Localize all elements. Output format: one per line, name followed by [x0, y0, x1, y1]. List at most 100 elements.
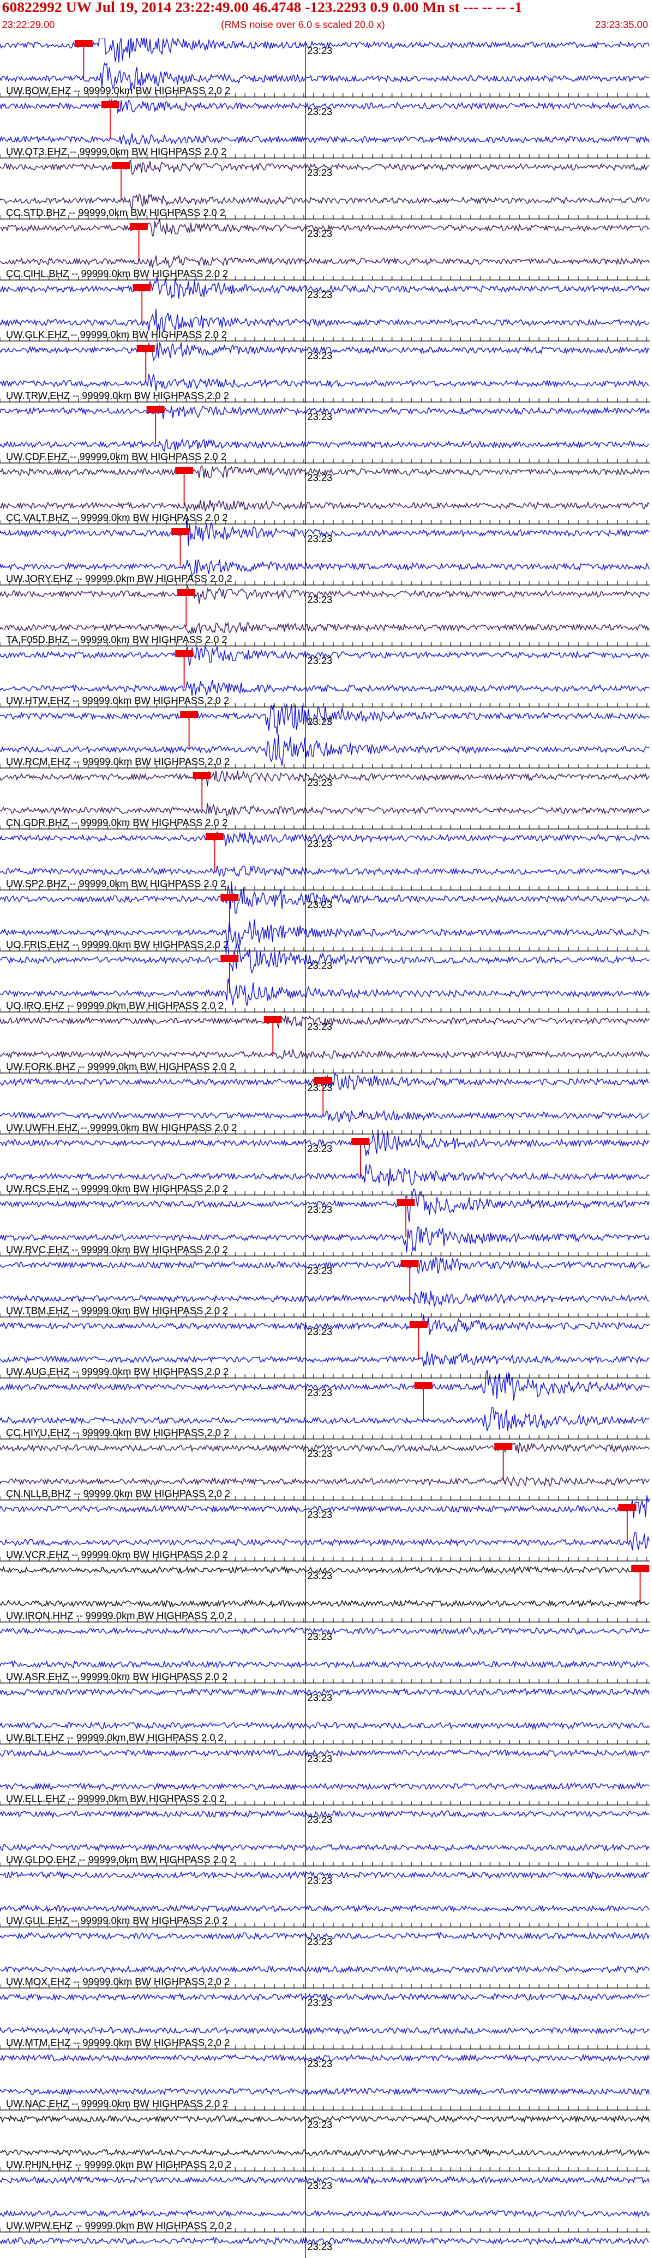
second-ticks — [0, 2228, 648, 2232]
pick-marker — [205, 833, 224, 840]
trace-upper-10 — [0, 645, 650, 666]
pick-marker — [618, 1504, 637, 1511]
second-ticks — [0, 703, 648, 707]
minute-tick-label: 23:23 — [307, 2181, 332, 2192]
minute-tick-label: 23:23 — [307, 473, 332, 484]
pick-marker — [177, 589, 196, 596]
station-label: UO.IRO.EHZ -- 99999.0km BW HIGHPASS 2.0 … — [6, 1001, 224, 1012]
minute-tick-label: 23:23 — [307, 595, 332, 606]
minute-tick-label: 23:23 — [307, 1144, 332, 1155]
station-label: UW.NAC.EHZ -- 99999.0km BW HIGHPASS 2.0 … — [6, 2099, 229, 2110]
trace-lower-25 — [0, 1599, 650, 1609]
station-label: UW.AUG.EHZ -- 99999.0km BW HIGHPASS 2.0 … — [6, 1367, 229, 1378]
pick-marker — [132, 284, 151, 291]
trace-lower-13 — [0, 865, 650, 878]
trace-lower-15 — [0, 978, 650, 1006]
trace-lower-5 — [0, 373, 650, 391]
second-ticks — [0, 337, 648, 341]
trace-upper-29 — [0, 1809, 650, 1819]
minute-tick-label: 23:23 — [307, 229, 332, 240]
minute-tick-label: 23:23 — [307, 1754, 332, 1765]
second-ticks — [0, 459, 648, 463]
trace-lower-28 — [0, 1782, 650, 1791]
trace-lower-16 — [0, 1049, 650, 1060]
station-label: CC.STD.BHZ -- 99999.0km BW HIGHPASS 2.0 … — [6, 208, 226, 219]
pick-marker — [409, 1321, 428, 1328]
trace-lower-9 — [0, 621, 650, 635]
trace-upper-24 — [0, 1495, 650, 1519]
end-time-label: 23:23:35.00 — [595, 20, 648, 31]
pick-marker — [314, 1077, 333, 1084]
station-label: UW.ELL.EHZ -- 99999.0km BW HIGHPASS 2.0 … — [6, 1794, 225, 1805]
pick-marker — [414, 1382, 433, 1389]
minute-tick-label: 23:23 — [307, 1510, 332, 1521]
second-ticks — [0, 1862, 648, 1866]
station-label: UW.BLT.EHZ -- 99999.0km BW HIGHPASS 2.0 … — [6, 1733, 224, 1744]
trace-upper-18 — [0, 1129, 650, 1156]
station-label: UW.OT3.EHZ -- 99999.0km BW HIGHPASS 2.0 … — [6, 147, 227, 158]
station-label: UO.FRIS.EHZ -- 99999.0km BW HIGHPASS 2.0… — [6, 940, 229, 951]
station-label: UW.IRON.HHZ -- 99999.0km BW HIGHPASS 2.0… — [6, 1611, 233, 1622]
pick-marker — [396, 1199, 415, 1206]
second-ticks — [0, 1069, 648, 1073]
trace-upper-20 — [0, 1256, 650, 1274]
trace-lower-10 — [0, 680, 650, 697]
trace-upper-15 — [0, 941, 650, 975]
station-label: UW.TRW.EHZ -- 99999.0km BW HIGHPASS 2.0 … — [6, 391, 229, 402]
station-label: UW.WPW.EHZ -- 99999.0km BW HIGHPASS 2.0 … — [6, 2221, 232, 2232]
trace-upper-0 — [0, 38, 650, 63]
second-ticks — [0, 1801, 648, 1805]
second-ticks — [0, 1008, 648, 1012]
trace-lower-21 — [0, 1351, 650, 1367]
pick-marker — [351, 1138, 370, 1145]
trace-upper-28 — [0, 1748, 650, 1758]
trace-lower-3 — [0, 254, 650, 269]
trace-lower-29 — [0, 1843, 650, 1852]
pick-marker — [175, 467, 194, 474]
minute-tick-label: 23:23 — [307, 2120, 332, 2131]
station-label: UW.RVC.EHZ -- 99999.0km BW HIGHPASS 2.0 … — [6, 1245, 228, 1256]
station-label: UW.GLDO.EHZ -- 99999.0km BW HIGHPASS 2.0… — [6, 1855, 236, 1866]
trace-upper-5 — [0, 342, 650, 362]
second-ticks — [0, 215, 648, 219]
trace-lower-2 — [0, 193, 650, 211]
trace-upper-31 — [0, 1931, 650, 1941]
pick-marker — [220, 955, 239, 962]
pick-marker — [129, 223, 148, 230]
minute-tick-label: 23:23 — [307, 412, 332, 423]
station-label: UW.MOX.EHZ -- 99999.0km BW HIGHPASS 2.0 … — [6, 1977, 230, 1988]
event-title: 60822992 UW Jul 19, 2014 23:22:49.00 46.… — [2, 0, 523, 16]
second-ticks — [0, 581, 648, 585]
trace-upper-21 — [0, 1314, 650, 1336]
second-ticks — [0, 398, 648, 402]
station-label: TA.F05D.BHZ -- 99999.0km BW HIGHPASS 2.0… — [6, 635, 228, 646]
station-label: UW.BOW.EHZ -- 99999.0km BW HIGHPASS 2.0 … — [6, 86, 231, 97]
trace-lower-18 — [0, 1163, 650, 1187]
trace-upper-26 — [0, 1626, 650, 1636]
second-ticks — [0, 1740, 648, 1744]
minute-tick-label: 23:23 — [307, 1632, 332, 1643]
trace-lower-30 — [0, 1904, 650, 1913]
second-ticks — [0, 1496, 648, 1500]
trace-lower-8 — [0, 559, 650, 578]
pick-marker — [146, 406, 165, 413]
trace-upper-32 — [0, 1992, 650, 2002]
second-ticks — [0, 1923, 648, 1927]
pick-marker — [136, 345, 155, 352]
second-ticks — [0, 1618, 648, 1622]
second-ticks — [0, 93, 648, 97]
minute-tick-label: 23:23 — [307, 1571, 332, 1582]
minute-tick-label: 23:23 — [307, 351, 332, 362]
trace-upper-4 — [0, 276, 650, 300]
station-label: UW.RCM.EHZ -- 99999.0km BW HIGHPASS 2.0 … — [6, 757, 230, 768]
trace-lower-20 — [0, 1290, 650, 1307]
second-ticks — [0, 1557, 648, 1561]
trace-upper-35 — [0, 2175, 650, 2185]
pick-marker — [171, 528, 190, 535]
minute-tick-label: 23:23 — [307, 2242, 332, 2253]
scale-note: (RMS noise over 6.0 s scaled 20.0 x) — [221, 20, 385, 31]
minute-tick-label: 23:23 — [307, 1388, 332, 1399]
minute-tick-label: 23:23 — [307, 717, 332, 728]
trace-upper-8 — [0, 517, 650, 547]
second-ticks — [0, 276, 648, 280]
